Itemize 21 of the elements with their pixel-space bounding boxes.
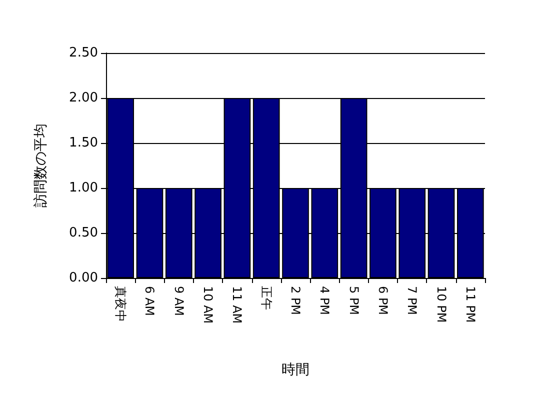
x-tick-label: 4 PM	[318, 286, 332, 316]
x-tick-label: 10 PM	[434, 286, 448, 323]
y-tick-label: 1.50	[69, 136, 98, 150]
x-tick-label: 真夜中	[114, 286, 128, 322]
x-tick-label: 6 AM	[142, 286, 157, 316]
x-tick-label: 6 PM	[376, 286, 390, 316]
x-tick-label: 9 AM	[172, 286, 186, 316]
y-tick-label: 2.00	[69, 90, 98, 106]
x-tick-label: 正午	[259, 286, 274, 310]
x-tick-label: 5 PM	[346, 286, 361, 316]
x-tick-label: 10 AM	[201, 286, 216, 324]
y-tick-label: 2.50	[69, 46, 98, 60]
x-tick-label: 7 PM	[405, 286, 420, 316]
y-tick-label: 1.00	[69, 180, 98, 196]
x-tick-label: 2 PM	[288, 286, 302, 316]
y-tick-label: 0.00	[69, 270, 98, 286]
x-tick-label: 11 AM	[230, 286, 244, 324]
x-tick-label: 11 PM	[463, 286, 478, 323]
y-tick-label: 0.50	[69, 226, 98, 240]
x-axis-title: 時間	[282, 362, 310, 378]
y-axis-title: 訪問数の平均	[33, 124, 49, 208]
